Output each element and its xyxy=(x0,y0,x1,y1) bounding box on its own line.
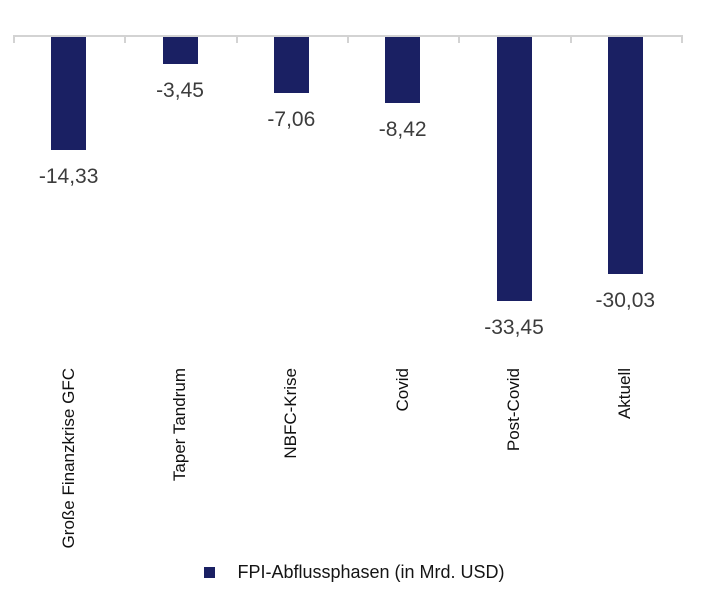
bar xyxy=(273,37,309,93)
legend-label: FPI-Abflussphasen (in Mrd. USD) xyxy=(237,561,505,582)
axis-tick xyxy=(124,35,127,43)
category-label: Post-Covid xyxy=(504,368,523,452)
value-label: -8,42 xyxy=(378,118,427,142)
axis-tick xyxy=(569,35,572,43)
legend: FPI-Abflussphasen (in Mrd. USD) xyxy=(0,559,709,585)
category-label: NBFC-Krise xyxy=(281,368,301,459)
category-label: Aktuell xyxy=(615,368,635,420)
bar xyxy=(496,37,532,301)
axis-tick xyxy=(13,35,15,43)
bar xyxy=(607,37,643,274)
category-label: Taper Tandrum xyxy=(170,368,189,482)
category-label: Covid xyxy=(392,368,412,412)
value-label: -33,45 xyxy=(484,315,544,339)
axis-tick xyxy=(681,35,683,43)
category-label: Große Finanzkrise GFC xyxy=(58,368,78,549)
legend-square-icon xyxy=(204,566,216,578)
value-label: -14,33 xyxy=(38,165,99,189)
axis-tick xyxy=(458,35,461,43)
bar xyxy=(385,37,421,104)
value-label: -3,45 xyxy=(156,79,204,103)
bar xyxy=(51,37,87,151)
value-label: -7,06 xyxy=(267,107,316,131)
axis-tick xyxy=(235,35,238,43)
value-label: -30,03 xyxy=(595,288,656,312)
bar xyxy=(162,37,198,65)
axis-tick xyxy=(347,35,349,43)
